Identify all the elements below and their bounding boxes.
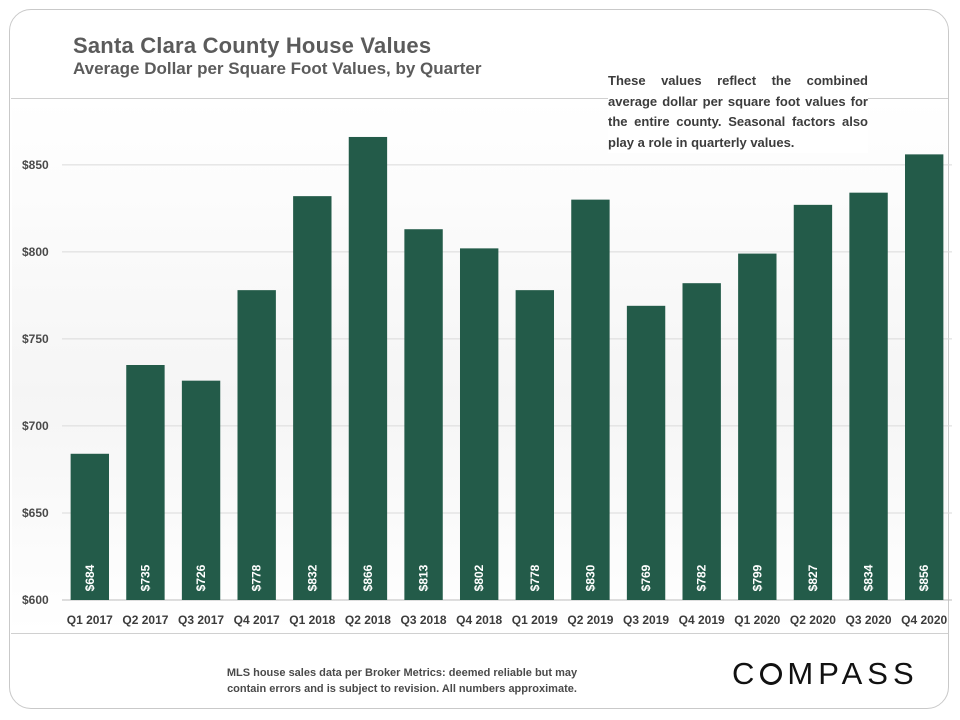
y-tick-label: $700 bbox=[22, 419, 49, 433]
bar-data-label: $726 bbox=[194, 564, 208, 591]
bar bbox=[793, 204, 833, 600]
bar bbox=[515, 290, 555, 600]
bar bbox=[237, 290, 276, 600]
bar-data-label: $769 bbox=[639, 564, 653, 591]
bar-data-label: $778 bbox=[528, 564, 542, 591]
y-axis-ticks: $600 $650 $700 $750 $800 $850 bbox=[22, 158, 49, 607]
x-tick-label: Q3 2019 bbox=[623, 613, 669, 627]
x-tick-label: Q3 2018 bbox=[401, 613, 447, 627]
bar bbox=[348, 136, 388, 601]
y-tick-label: $850 bbox=[22, 158, 49, 172]
footnote-line-2: contain errors and is subject to revisio… bbox=[227, 683, 577, 695]
y-tick-label: $800 bbox=[22, 245, 49, 259]
bar bbox=[626, 305, 666, 600]
x-tick-label: Q3 2020 bbox=[846, 613, 892, 627]
chart-annotation: These values reflect the combined averag… bbox=[608, 71, 868, 153]
bar-data-label: $802 bbox=[472, 564, 486, 591]
bar-data-label: $813 bbox=[417, 564, 431, 591]
x-tick-label: Q4 2019 bbox=[679, 613, 725, 627]
data-labels: $684 $735 $726 $778 $832 $866 $813 $802 $778 $830… bbox=[83, 564, 931, 591]
bar-data-label: $856 bbox=[917, 564, 931, 591]
bar bbox=[904, 154, 944, 601]
bar bbox=[181, 380, 221, 600]
bar-data-label: $834 bbox=[862, 564, 876, 591]
bar bbox=[682, 283, 721, 600]
bar-data-label: $782 bbox=[695, 564, 709, 591]
bar bbox=[293, 196, 332, 601]
footnote-line-1: MLS house sales data per Broker Metrics:… bbox=[226, 667, 578, 679]
x-tick-label: Q3 2017 bbox=[178, 613, 224, 627]
y-tick-label: $750 bbox=[22, 332, 49, 346]
y-tick-label: $650 bbox=[22, 506, 49, 520]
x-tick-label: Q4 2017 bbox=[234, 613, 280, 627]
bar-data-label: $866 bbox=[361, 564, 375, 591]
compass-o-icon bbox=[760, 663, 783, 685]
source-footnote: MLS house sales data per Broker Metrics:… bbox=[196, 665, 608, 697]
x-tick-label: Q1 2018 bbox=[289, 613, 335, 627]
bar-data-label: $830 bbox=[583, 564, 597, 591]
y-tick-label: $600 bbox=[22, 593, 49, 607]
x-tick-label: Q4 2018 bbox=[456, 613, 502, 627]
chart-subtitle: Average Dollar per Square Foot Values, b… bbox=[73, 59, 482, 78]
compass-logo: C MPASS bbox=[732, 656, 919, 692]
x-axis-ticks: Q1 2017 Q2 2017 Q3 2017 Q4 2017 Q1 2018 Q2 20… bbox=[67, 613, 948, 627]
bar-data-label: $735 bbox=[138, 564, 152, 591]
bar bbox=[459, 248, 499, 601]
logo-text-end: MPASS bbox=[787, 656, 919, 691]
x-tick-label: Q2 2017 bbox=[122, 613, 168, 627]
plot-area-frame bbox=[11, 98, 948, 634]
x-tick-label: Q2 2018 bbox=[345, 613, 391, 627]
bar bbox=[70, 453, 110, 600]
x-tick-label: Q1 2019 bbox=[512, 613, 558, 627]
bar bbox=[738, 253, 777, 600]
x-tick-label: Q2 2020 bbox=[790, 613, 836, 627]
chart-title: Santa Clara County House Values bbox=[73, 33, 432, 58]
bar-data-label: $778 bbox=[250, 564, 264, 591]
bar bbox=[404, 229, 443, 600]
bar-data-label: $684 bbox=[83, 564, 97, 591]
x-tick-label: Q4 2020 bbox=[901, 613, 947, 627]
logo-text-start: C bbox=[732, 656, 760, 691]
bar bbox=[849, 192, 888, 600]
bar bbox=[126, 365, 165, 600]
bar-data-label: $799 bbox=[750, 564, 764, 591]
bar bbox=[571, 199, 610, 600]
bar-data-label: $832 bbox=[305, 564, 319, 591]
x-tick-label: Q2 2019 bbox=[567, 613, 613, 627]
bar-data-label: $827 bbox=[806, 564, 820, 591]
bars bbox=[70, 136, 944, 601]
x-tick-label: Q1 2020 bbox=[734, 613, 780, 627]
x-tick-label: Q1 2017 bbox=[67, 613, 113, 627]
